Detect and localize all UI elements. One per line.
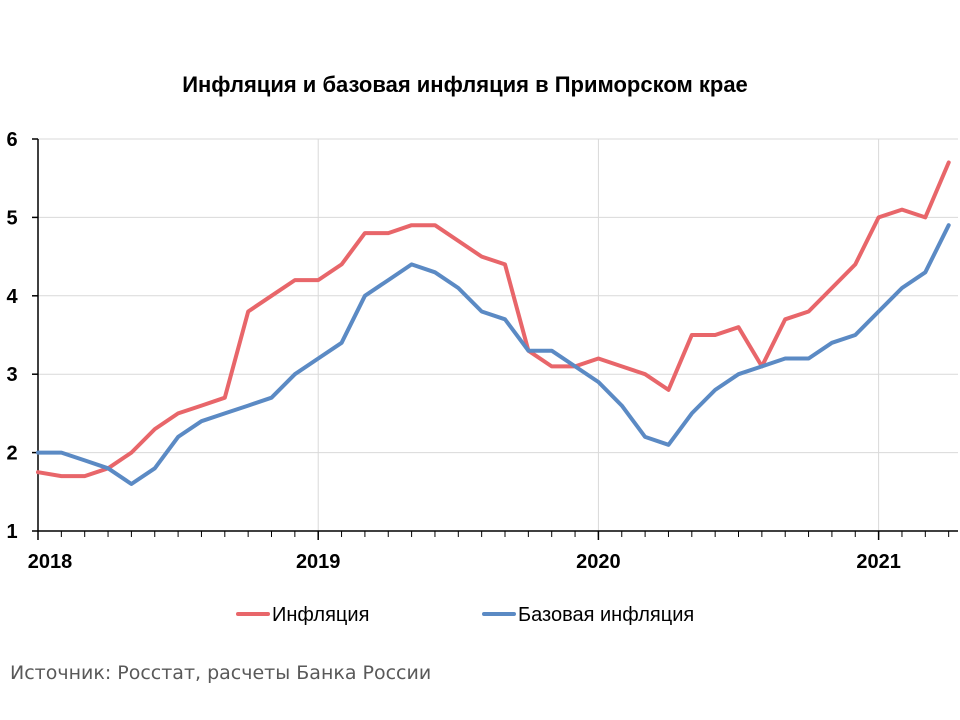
legend-label-1: Инфляция — [272, 604, 369, 626]
y-tick-label-5: 5 — [6, 207, 17, 229]
grid — [38, 138, 958, 531]
legend-label-2: Базовая инфляция — [518, 604, 694, 626]
y-tick-label-4: 4 — [6, 286, 18, 308]
y-tick-label-2: 2 — [6, 443, 17, 465]
axes — [37, 139, 958, 532]
chart-title: Инфляция и базовая инфляция в Приморском… — [182, 72, 748, 97]
x-tick-label-2020: 2020 — [576, 551, 621, 573]
legend: Инфляция Базовая инфляция — [236, 604, 694, 626]
x-axis-ticks: 2018 2019 2020 2021 — [28, 531, 950, 573]
y-axis-ticks: 1 2 3 4 5 6 — [6, 129, 38, 543]
y-tick-label-1: 1 — [6, 521, 17, 543]
series-line-1 — [36, 160, 951, 479]
x-tick-label-2018: 2018 — [28, 551, 73, 573]
x-tick-label-2019: 2019 — [296, 551, 341, 573]
y-tick-label-3: 3 — [6, 364, 17, 386]
x-tick-label-2021: 2021 — [856, 551, 901, 573]
y-tick-label-6: 6 — [6, 129, 17, 151]
source-note: Источник: Росстат, расчеты Банка России — [10, 662, 432, 684]
series-line-2 — [36, 223, 951, 486]
series-lines — [36, 160, 951, 486]
